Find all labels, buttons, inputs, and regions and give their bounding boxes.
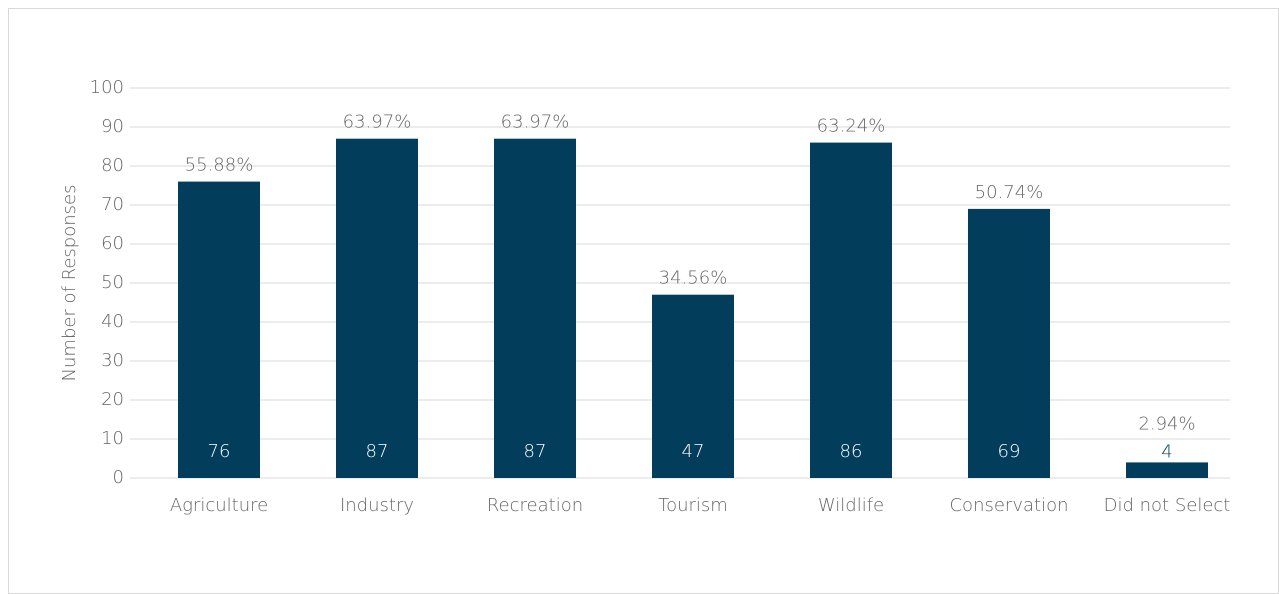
- y-tick-label: 90: [101, 116, 124, 137]
- y-tick-label: 100: [90, 77, 124, 98]
- percentage-label: 34.56%: [659, 268, 728, 289]
- x-tick-label: Recreation: [487, 495, 583, 516]
- y-axis-label: Number of Responses: [59, 185, 80, 382]
- x-tick-label: Industry: [340, 495, 414, 516]
- x-tick-label: Conservation: [949, 495, 1068, 516]
- percentage-label: 55.88%: [185, 155, 254, 176]
- value-label: 4: [1161, 441, 1172, 462]
- percentage-label: 63.97%: [343, 112, 412, 133]
- bar: [968, 208, 1050, 478]
- y-tick-label: 80: [101, 155, 124, 176]
- y-tick-label: 60: [101, 233, 124, 254]
- y-tick-label: 0: [113, 467, 124, 488]
- bar: [652, 294, 734, 478]
- value-label: 47: [682, 441, 705, 462]
- percentage-label: 63.24%: [817, 116, 886, 137]
- percentage-label: 63.97%: [501, 112, 570, 133]
- bar: [810, 142, 892, 478]
- x-tick-label: Tourism: [658, 495, 728, 516]
- bar: [178, 181, 260, 478]
- y-tick-label: 50: [101, 272, 124, 293]
- x-tick-label: Wildlife: [818, 495, 884, 516]
- y-tick-label: 20: [101, 389, 124, 410]
- x-tick-label: Did not Select: [1104, 495, 1231, 516]
- value-label: 69: [998, 441, 1021, 462]
- percentage-label: 50.74%: [975, 182, 1044, 203]
- value-label: 87: [366, 441, 389, 462]
- y-tick-label: 70: [101, 194, 124, 215]
- bar: [336, 138, 418, 478]
- x-tick-label: Agriculture: [170, 495, 268, 516]
- value-label: 76: [208, 441, 231, 462]
- value-label: 87: [524, 441, 547, 462]
- y-tick-label: 10: [101, 428, 124, 449]
- percentage-label: 2.94%: [1138, 413, 1195, 434]
- y-tick-label: 40: [101, 311, 124, 332]
- bar: [494, 138, 576, 478]
- bar: [1126, 462, 1208, 478]
- y-tick-label: 30: [101, 350, 124, 371]
- value-label: 86: [840, 441, 863, 462]
